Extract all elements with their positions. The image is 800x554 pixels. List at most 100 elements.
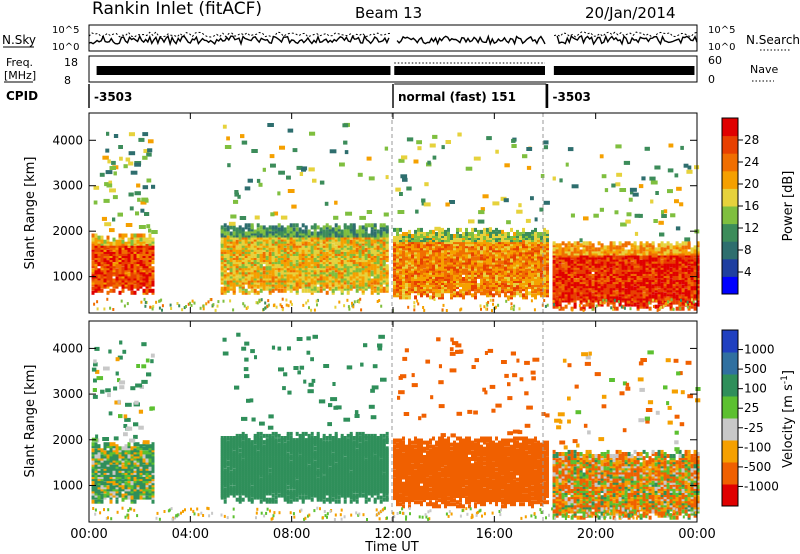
map-cell (253, 235, 257, 240)
map-cell (91, 262, 95, 267)
map-cell (429, 283, 432, 288)
map-cell (382, 247, 386, 252)
map-cell (313, 288, 317, 293)
map-cell (337, 247, 341, 252)
map-cell (531, 293, 534, 298)
map-cell (483, 272, 486, 277)
map-cell (423, 254, 426, 259)
map-cell (483, 238, 486, 243)
map-cell (573, 286, 577, 291)
map-cell (292, 266, 296, 271)
map-cell (498, 250, 501, 255)
map-cell (103, 258, 107, 263)
map-cell (244, 235, 248, 240)
map-cell (456, 283, 459, 288)
map-cell (148, 280, 152, 285)
map-cell (567, 272, 571, 276)
map-cell (432, 264, 435, 269)
map-cell (241, 274, 245, 279)
map-cell (106, 266, 110, 271)
map-cell (447, 238, 450, 243)
map-cell (220, 286, 224, 291)
map-cell (307, 274, 311, 279)
map-cell (256, 254, 260, 258)
map-cell (471, 242, 474, 247)
map-cell (232, 252, 236, 256)
map-cell (292, 243, 296, 248)
map-cell (94, 270, 98, 275)
map-cell (280, 262, 284, 267)
map-cell (259, 235, 263, 240)
map-cell (334, 235, 338, 240)
map-cell (340, 274, 344, 279)
map-cell (534, 287, 537, 292)
map-cell (495, 227, 498, 232)
map-cell (301, 245, 305, 250)
map-cell (459, 272, 462, 277)
map-cell (334, 258, 338, 263)
map-cell (97, 262, 101, 267)
map-cell (376, 233, 380, 238)
map-cell (370, 284, 374, 289)
map-cell (471, 260, 474, 265)
map-cell (352, 235, 356, 240)
map-cell (108, 180, 113, 185)
map-cell (588, 302, 592, 307)
map-cell (489, 264, 492, 269)
map-cell (510, 254, 513, 259)
map-cell (477, 264, 480, 269)
map-cell (489, 277, 492, 281)
map-cell (483, 264, 486, 269)
map-cell (612, 253, 616, 258)
map-cell (277, 223, 281, 228)
map-cell (432, 155, 437, 160)
map-cell (355, 229, 359, 234)
map-cell (253, 266, 257, 271)
map-cell (127, 239, 131, 244)
map-cell (510, 287, 513, 292)
map-cell (561, 306, 565, 311)
map-cell (456, 291, 459, 296)
map-cell (531, 250, 534, 255)
map-cell (504, 250, 507, 255)
map-cell (316, 231, 320, 236)
map-cell (244, 274, 248, 279)
map-cell (405, 272, 408, 277)
map-cell (268, 258, 272, 263)
map-cell (301, 252, 305, 256)
map-cell (459, 293, 462, 298)
map-cell (462, 250, 465, 255)
map-cell (274, 239, 278, 244)
map-cell (265, 247, 269, 252)
map-cell (429, 246, 432, 251)
map-cell (507, 254, 510, 259)
map-cell (229, 231, 233, 236)
map-cell (352, 270, 356, 275)
map-cell (411, 246, 414, 251)
map-cell (349, 239, 353, 244)
map-cell (247, 258, 251, 263)
map-cell (465, 264, 468, 269)
map-cell (361, 262, 365, 267)
map-cell (564, 259, 568, 264)
map-cell (145, 266, 149, 271)
map-cell (385, 235, 389, 240)
map-cell (453, 260, 456, 265)
map-cell (408, 260, 411, 265)
map-cell (666, 241, 670, 246)
map-cell (343, 270, 347, 275)
map-cell (501, 246, 504, 251)
map-cell (121, 262, 125, 267)
map-cell (319, 247, 323, 252)
map-cell (310, 235, 314, 240)
map-cell (118, 262, 122, 267)
map-cell (295, 258, 299, 263)
map-cell (495, 264, 498, 269)
map-cell (669, 267, 673, 272)
map-cell (112, 241, 116, 246)
map-cell (148, 288, 152, 293)
map-cell (543, 145, 549, 150)
map-cell (408, 234, 411, 238)
map-cell (142, 270, 146, 275)
map-cell (223, 229, 227, 234)
